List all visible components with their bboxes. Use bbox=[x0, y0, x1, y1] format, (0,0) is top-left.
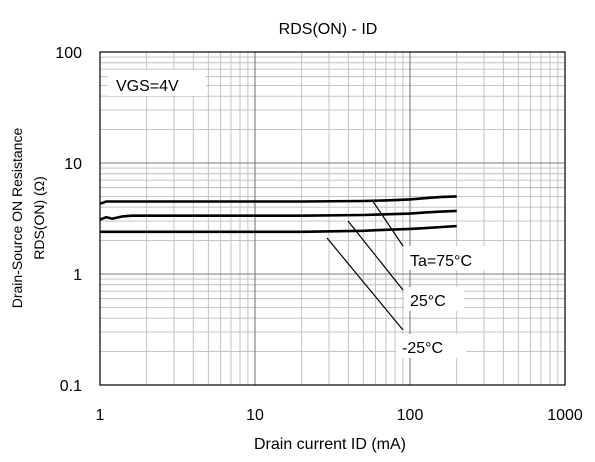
y-tick-label-0.1: 0.1 bbox=[60, 378, 82, 395]
x-axis-label: Drain current ID (mA) bbox=[254, 436, 406, 453]
annotation-box-m25 bbox=[396, 334, 466, 358]
plot-area bbox=[100, 52, 565, 385]
series-lines bbox=[99, 195, 457, 234]
x-tick-label-1: 1 bbox=[96, 407, 105, 424]
series-line-0 bbox=[99, 195, 457, 205]
annotation-box-75 bbox=[404, 246, 490, 270]
series-line-2 bbox=[100, 224, 457, 234]
y-tick-label-100: 100 bbox=[55, 45, 82, 62]
minor-grid bbox=[100, 52, 565, 385]
x-tick-label-100: 100 bbox=[397, 407, 424, 424]
x-tick-label-10: 10 bbox=[246, 407, 264, 424]
y-tick-label-1: 1 bbox=[73, 267, 82, 284]
annotation-minus25: -25°C bbox=[402, 340, 443, 357]
annotation-ta75: Ta=75°C bbox=[410, 253, 472, 270]
leader-line-minus25 bbox=[326, 237, 404, 331]
plot-border bbox=[99, 51, 566, 386]
chart-title: RDS(ON) - ID bbox=[279, 21, 378, 38]
condition-label-box bbox=[108, 70, 206, 96]
x-tick-label-1000: 1000 bbox=[547, 407, 583, 424]
series-line-1 bbox=[99, 209, 457, 221]
leader-line-ta75 bbox=[371, 199, 404, 247]
condition-label: VGS=4V bbox=[116, 78, 179, 95]
annotation-box-25 bbox=[404, 287, 464, 311]
annotation-25: 25°C bbox=[410, 293, 446, 310]
y-axis-label-line1: Drain-Source ON Resistance bbox=[9, 128, 25, 309]
annotation-leaders bbox=[326, 199, 404, 331]
leader-line-25 bbox=[347, 220, 404, 291]
y-axis-label-line2: RDS(ON) (Ω) bbox=[31, 176, 47, 260]
major-grid bbox=[100, 52, 565, 385]
y-tick-label-10: 10 bbox=[64, 156, 82, 173]
